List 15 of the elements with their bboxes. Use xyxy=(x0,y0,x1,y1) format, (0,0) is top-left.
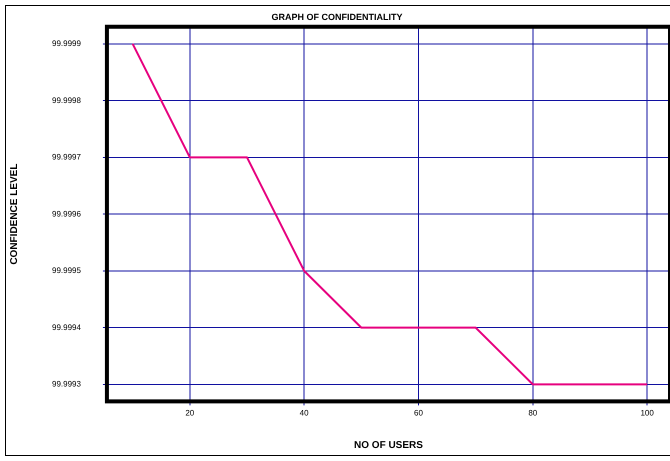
x-tick-label: 100 xyxy=(640,408,654,418)
y-tick-label: 99.9998 xyxy=(52,96,82,105)
x-axis-title: NO OF USERS xyxy=(354,440,424,451)
y-tick-label: 99.9999 xyxy=(52,39,82,48)
x-tick-label: 20 xyxy=(185,408,195,418)
y-tick-label: 99.9996 xyxy=(52,209,82,218)
y-tick-label: 99.9995 xyxy=(52,266,82,276)
x-tick-label: 40 xyxy=(300,408,310,418)
y-tick-label: 99.9994 xyxy=(52,322,82,332)
x-tick-label: 60 xyxy=(414,408,424,418)
y-tick-label: 99.9993 xyxy=(52,380,82,389)
y-axis-title: CONFIDENCE LEVEL xyxy=(8,164,20,265)
chart-title: GRAPH OF CONFIDENTIALITY xyxy=(272,12,402,22)
y-tick-label: 99.9997 xyxy=(52,152,82,162)
x-tick-label: 80 xyxy=(528,408,538,418)
